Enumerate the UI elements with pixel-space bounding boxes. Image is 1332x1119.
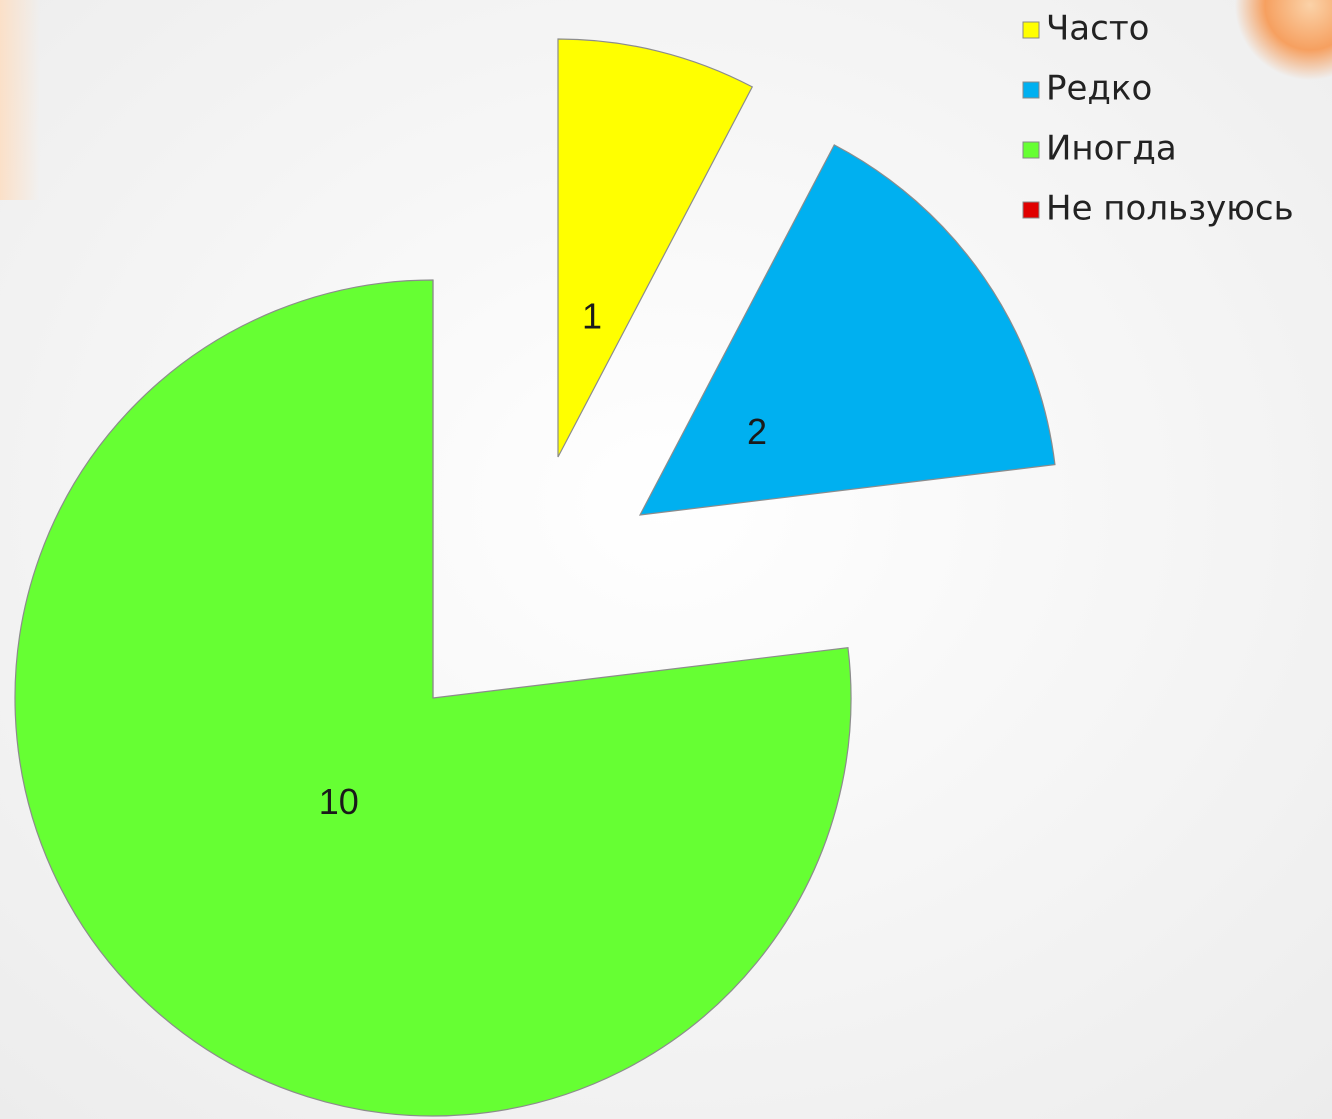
legend-swatch <box>1022 81 1040 99</box>
legend: Часто Редко Иногда Не пользуюсь <box>1022 9 1294 229</box>
pie: 1 2 10 <box>14 38 1056 1117</box>
data-label: 1 <box>582 296 602 337</box>
legend-swatch <box>1022 21 1040 39</box>
legend-swatch <box>1022 201 1040 219</box>
pie-slice <box>638 144 1056 516</box>
legend-label: Часто <box>1046 9 1149 49</box>
legend-label: Не пользуюсь <box>1046 189 1294 229</box>
legend-label: Редко <box>1046 69 1152 109</box>
pie-slice <box>557 38 754 458</box>
legend-label: Иногда <box>1046 129 1177 169</box>
pie-slice <box>14 279 852 1117</box>
data-label: 2 <box>747 411 767 452</box>
legend-swatch <box>1022 141 1040 159</box>
decoration <box>0 0 40 200</box>
data-label: 10 <box>319 781 359 822</box>
decoration <box>1235 0 1332 80</box>
